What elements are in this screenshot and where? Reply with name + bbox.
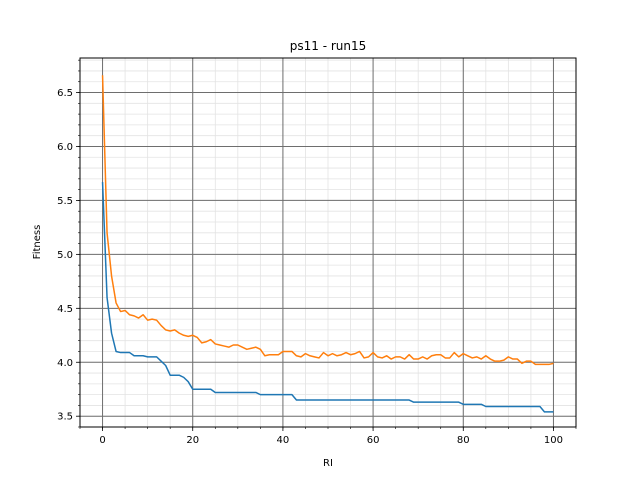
tick-labels: 0 20 40 60 80 100 3.5 4.0 4.5 5.0 5.5 6.0 6.5 [57, 88, 563, 446]
x-tick-label: 20 [186, 435, 199, 446]
y-tick-label: 5.0 [57, 250, 73, 261]
x-axis-title: RI [323, 458, 333, 469]
x-tick-label: 80 [457, 435, 470, 446]
x-tick-label: 60 [367, 435, 380, 446]
x-tick-label: 100 [544, 435, 563, 446]
chart-title: ps11 - run15 [290, 39, 367, 53]
x-tick-label: 40 [277, 435, 290, 446]
series-line-1 [101, 182, 554, 413]
y-tick-label: 4.5 [57, 304, 73, 315]
y-axis-title: Fitness [32, 225, 43, 260]
y-tick-label: 4.0 [57, 358, 73, 369]
major-grid [80, 58, 576, 427]
y-tick-label: 5.5 [57, 196, 73, 207]
y-tick-label: 6.0 [57, 142, 73, 153]
axis-ticks [76, 59, 577, 431]
series-layer [101, 75, 554, 413]
series-line-2 [101, 75, 554, 366]
y-tick-label: 3.5 [57, 412, 73, 423]
y-tick-label: 6.5 [57, 88, 73, 99]
x-tick-label: 0 [99, 435, 105, 446]
